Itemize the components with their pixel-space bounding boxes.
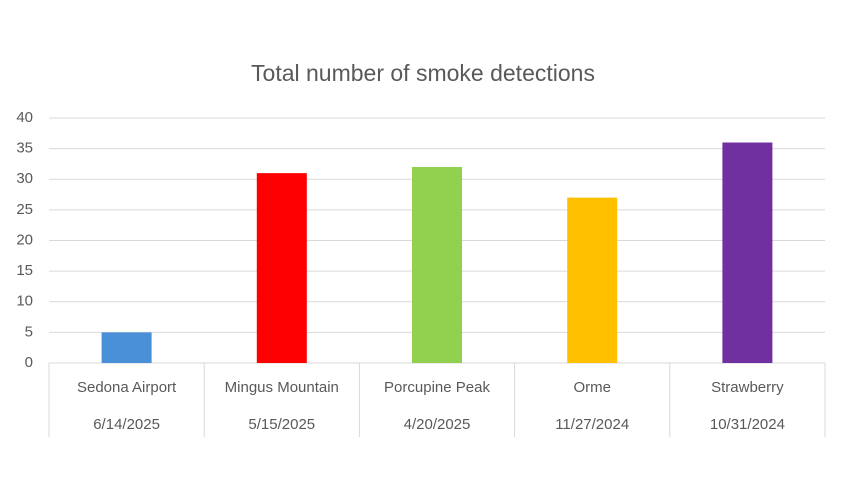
y-tick-label: 40 <box>16 109 33 126</box>
x-tick-label: Orme <box>573 379 611 396</box>
y-tick-label: 15 <box>16 262 33 279</box>
chart-title: Total number of smoke detections <box>251 60 595 86</box>
x-tick-label: Sedona Airport <box>77 379 177 396</box>
x-tick-label: Strawberry <box>711 379 784 396</box>
bar <box>256 173 307 363</box>
y-tick-label: 5 <box>25 323 33 340</box>
bar <box>101 332 152 363</box>
y-tick-label: 35 <box>16 140 33 157</box>
x-tick-date: 5/15/2025 <box>248 416 315 433</box>
x-tick-label: Porcupine Peak <box>384 379 490 396</box>
x-tick-date: 6/14/2025 <box>93 416 160 433</box>
y-tick-label: 10 <box>16 293 33 310</box>
bar <box>567 197 618 363</box>
x-tick-date: 4/20/2025 <box>404 416 471 433</box>
x-tick-label: Mingus Mountain <box>225 379 339 396</box>
x-tick-date: 10/31/2024 <box>710 416 785 433</box>
y-tick-label: 30 <box>16 170 33 187</box>
y-tick-label: 25 <box>16 201 33 218</box>
y-tick-label: 0 <box>25 354 33 371</box>
x-tick-date: 11/27/2024 <box>555 416 629 433</box>
bar <box>412 167 462 363</box>
y-tick-label: 20 <box>16 231 33 248</box>
bar <box>722 142 773 363</box>
